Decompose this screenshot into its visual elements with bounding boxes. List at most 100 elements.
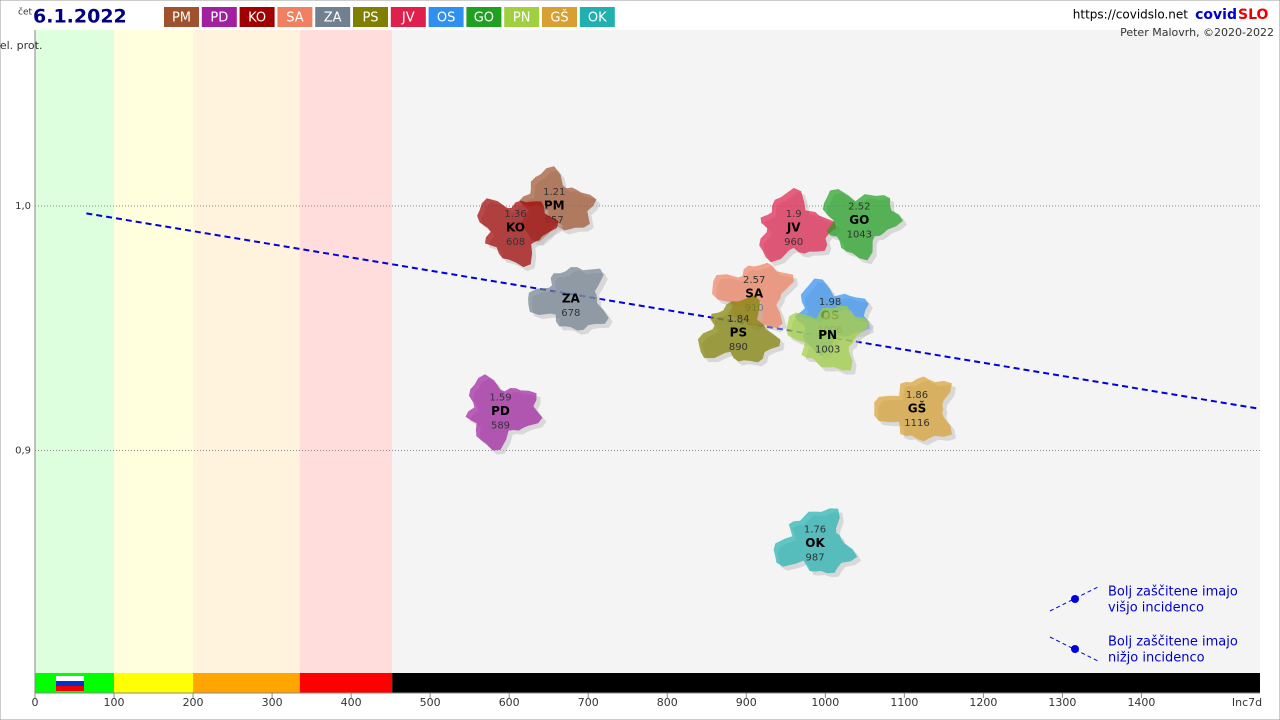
region-incidence: 890 — [729, 342, 748, 353]
legend-swatch — [201, 7, 237, 27]
date: 6.1.2022 — [33, 6, 127, 28]
x-tick-label: 500 — [420, 696, 441, 709]
region — [759, 187, 837, 263]
zone-bar — [299, 673, 393, 693]
x-axis-label: Inc7d — [1232, 696, 1262, 709]
zone-bar — [114, 673, 194, 693]
legend-label: SA — [286, 11, 303, 26]
legend-label: OS — [437, 11, 455, 26]
region-incidence: 987 — [806, 552, 825, 563]
trend-line — [86, 212, 1260, 410]
region-incidence: 608 — [506, 237, 525, 248]
region-growth: 2.52 — [848, 202, 870, 213]
x-tick-label: 600 — [499, 696, 520, 709]
legend-label: ZA — [324, 11, 342, 26]
legend-label: PD — [210, 11, 228, 26]
x-tick-label: 800 — [657, 696, 678, 709]
x-tick-label: 400 — [341, 696, 362, 709]
legend-swatch — [466, 7, 502, 27]
legend-swatch — [428, 7, 464, 27]
annotation: Bolj zaščitene imajo — [1108, 585, 1238, 600]
legend-swatch — [164, 7, 199, 27]
axes: 0 100 200 300 400 500 600 700 800 900 1000 1100 1200… — [15, 30, 1260, 709]
legend-label: GO — [474, 11, 494, 26]
weekday: čet — [18, 7, 32, 18]
region-growth: 1.84 — [727, 314, 749, 325]
x-tick-label: 0 — [32, 696, 39, 709]
zone-band — [193, 30, 300, 673]
region-name: KO — [506, 221, 525, 235]
legend-swatch — [315, 7, 351, 27]
regions: PM1.21657PD1.59589KO1.36608SA2.57910ZA67… — [465, 166, 956, 578]
region — [465, 374, 543, 451]
zone-band — [299, 30, 393, 673]
url[interactable]: https://covidslo.net — [1073, 8, 1189, 22]
x-tick-label: 200 — [183, 696, 204, 709]
x-tick-label: 1200 — [969, 696, 997, 709]
annotation-icons — [1049, 586, 1099, 662]
region — [786, 305, 870, 371]
legend-label: KO — [248, 11, 266, 26]
legend-swatch — [239, 7, 275, 27]
region — [477, 198, 559, 268]
region-growth: 1.21 — [543, 187, 565, 198]
brand: covid — [1195, 7, 1237, 23]
region-name: JV — [786, 221, 801, 235]
legend-label: JV — [401, 11, 415, 26]
region — [822, 189, 903, 261]
legend-label: PM — [172, 11, 191, 26]
zones — [35, 30, 1260, 693]
x-tick-label: 1100 — [890, 696, 918, 709]
region-growth: 1.76 — [804, 524, 826, 535]
region — [528, 267, 609, 331]
region-incidence: 1116 — [904, 418, 929, 429]
brand-accent: SLO — [1238, 7, 1269, 23]
trend — [86, 212, 1260, 410]
region — [697, 295, 781, 363]
annotation: Bolj zaščitene imajo — [1108, 635, 1238, 650]
region-name: PD — [491, 404, 510, 418]
zone-bar — [392, 673, 1260, 693]
annotation: višjo incidenco — [1108, 601, 1204, 616]
x-tick-label: 1400 — [1127, 696, 1155, 709]
zone-band — [114, 30, 194, 673]
legend-label: PS — [362, 11, 378, 26]
legend-swatch — [353, 7, 388, 27]
x-tick-label: 1300 — [1048, 696, 1076, 709]
legend-swatch — [579, 7, 615, 27]
region — [874, 376, 952, 442]
region-name: PN — [818, 328, 837, 342]
legend-swatch — [390, 7, 426, 27]
x-tick-label: 100 — [104, 696, 125, 709]
legend-swatch — [277, 7, 313, 27]
annotation: nižjo incidenco — [1108, 651, 1205, 666]
region-name: GŠ — [908, 400, 927, 415]
x-tick-label: 1000 — [811, 696, 839, 709]
y-tick-label: 1,0 — [15, 201, 31, 212]
region-incidence: 589 — [491, 420, 510, 431]
region-name: SA — [745, 287, 764, 301]
region-name: PM — [544, 199, 565, 213]
region-growth: 2.57 — [743, 275, 765, 286]
region-growth: 1.59 — [489, 392, 511, 403]
y-tick-label: 0,9 — [15, 446, 31, 457]
x-tick-label: 300 — [262, 696, 283, 709]
author: Peter Malovrh, ©2020-2022 — [1120, 26, 1274, 39]
x-tick-label: 700 — [578, 696, 599, 709]
region — [773, 508, 858, 574]
legend-label: PN — [513, 11, 531, 26]
region-incidence: 1043 — [847, 230, 872, 241]
legend: PM PD KO SA ZA PS JV OS GO PN GŠ OK — [164, 7, 615, 27]
legend-swatch — [542, 7, 577, 27]
legend-label: OK — [588, 11, 607, 26]
region-name: ZA — [562, 291, 581, 305]
region-growth: 1.86 — [906, 390, 928, 401]
legend-label: GŠ — [550, 10, 568, 26]
zone-bar — [193, 673, 300, 693]
region-growth: 1.36 — [504, 209, 526, 220]
zone-band — [35, 30, 115, 673]
flag — [56, 676, 84, 691]
region-name: GO — [849, 213, 869, 227]
